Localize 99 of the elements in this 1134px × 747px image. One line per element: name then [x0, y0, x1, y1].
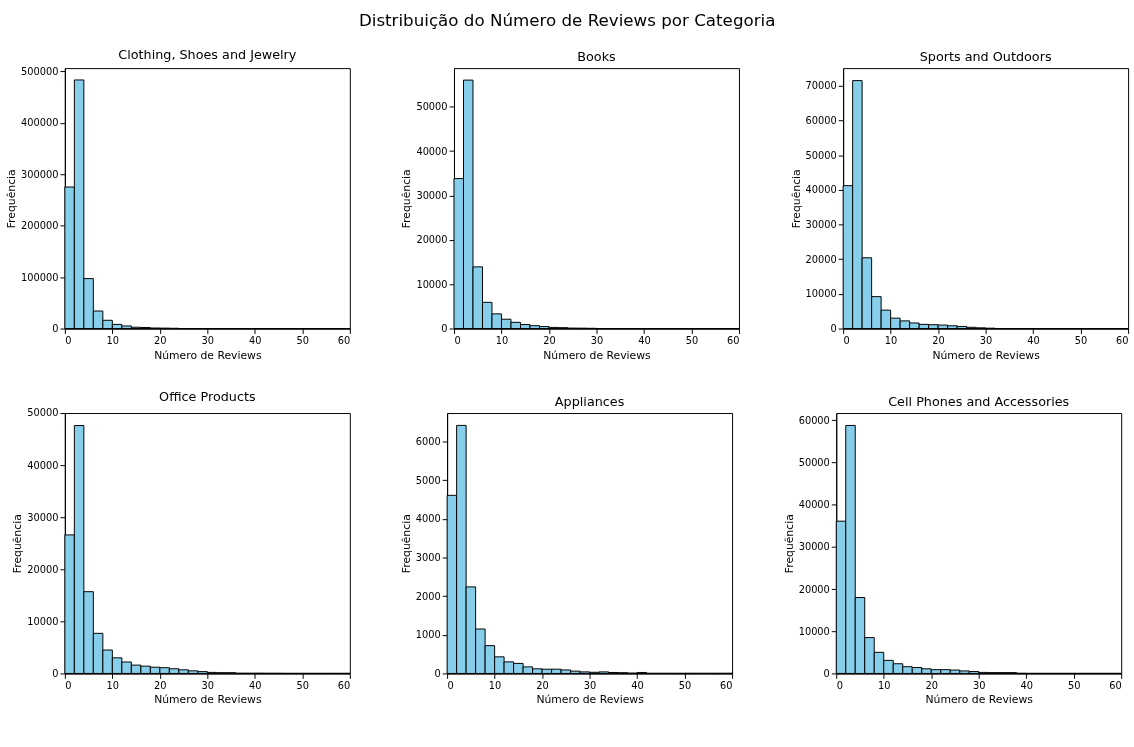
chart-title: Sports and Outdoors [919, 49, 1052, 65]
x-tick-label: 40 [249, 679, 262, 691]
x-tick-label: 10 [877, 679, 891, 691]
x-axis-title: Número de Reviews [154, 693, 262, 707]
y-tick-label: 0 [52, 322, 59, 334]
x-axis-title: Número de Reviews [543, 348, 652, 362]
x-tick-label: 0 [65, 334, 72, 346]
y-tick-label: 30000 [416, 189, 448, 201]
y-tick-label: 200000 [21, 220, 59, 232]
x-tick-label: 50 [1067, 679, 1081, 691]
y-tick-label: 50000 [798, 456, 830, 468]
chart-title: Appliances [554, 394, 625, 410]
x-tick-label: 0 [454, 334, 461, 346]
y-tick-label: 40000 [798, 499, 830, 511]
x-tick-label: 40 [631, 679, 644, 691]
x-tick-label: 40 [249, 334, 262, 346]
x-tick-label: 10 [106, 334, 120, 346]
y-tick-label: 40000 [416, 145, 448, 157]
y-tick-label: 0 [830, 322, 837, 334]
y-tick-label: 60000 [798, 414, 830, 426]
x-tick-label: 0 [65, 679, 72, 691]
x-tick-label: 60 [1116, 334, 1129, 346]
y-axis-title: Frequência [789, 169, 803, 229]
y-tick-label: 50000 [416, 101, 448, 113]
x-tick-label: 30 [201, 334, 215, 346]
y-tick-label: 60000 [805, 114, 837, 126]
x-tick-label: 50 [685, 334, 699, 346]
x-tick-label: 60 [337, 334, 351, 346]
chart-title: Cell Phones and Accessories [888, 394, 1070, 410]
chart-title: Office Products [159, 389, 256, 405]
y-tick-label: 0 [441, 322, 448, 334]
y-tick-label: 6000 [415, 436, 441, 448]
x-axis-title: Número de Reviews [536, 693, 645, 707]
y-axis-title: Frequência [400, 169, 414, 229]
y-tick-label: 40000 [805, 184, 837, 196]
y-tick-label: 4000 [415, 513, 441, 525]
chart-title: Books [577, 49, 617, 65]
y-tick-label: 1000 [415, 629, 441, 641]
y-tick-label: 10000 [416, 278, 448, 290]
x-tick-label: 30 [590, 334, 604, 346]
y-tick-label: 10000 [798, 625, 830, 637]
y-tick-label: 70000 [805, 80, 837, 92]
x-tick-label: 50 [296, 334, 310, 346]
y-tick-label: 40000 [27, 459, 59, 471]
y-tick-label: 5000 [415, 474, 441, 486]
x-tick-label: 30 [583, 679, 597, 691]
x-tick-label: 60 [1109, 679, 1122, 691]
x-tick-label: 50 [1074, 334, 1088, 346]
y-axis-title: Frequência [11, 514, 25, 574]
x-tick-label: 30 [201, 679, 215, 691]
x-axis-title: Número de Reviews [932, 348, 1041, 362]
y-tick-label: 20000 [416, 234, 448, 246]
x-tick-label: 20 [154, 334, 167, 346]
y-axis-title: Frequência [5, 169, 19, 229]
x-tick-label: 50 [296, 679, 310, 691]
y-axis-title: Frequência [782, 514, 796, 574]
x-tick-label: 10 [106, 679, 120, 691]
y-tick-label: 50000 [27, 407, 59, 419]
y-tick-label: 0 [52, 667, 59, 679]
x-tick-label: 60 [720, 679, 733, 691]
y-tick-label: 10000 [805, 288, 837, 300]
y-tick-label: 300000 [21, 168, 59, 180]
y-tick-label: 2000 [415, 590, 441, 602]
x-axis-title: Número de Reviews [925, 693, 1034, 707]
text: Distribuição do Número de Reviews por Categoria [358, 9, 776, 30]
y-tick-label: 30000 [798, 541, 830, 553]
x-tick-label: 10 [884, 334, 898, 346]
x-tick-label: 50 [678, 679, 692, 691]
x-tick-label: 60 [337, 679, 351, 691]
chart-title: Clothing, Shoes and Jewelry [118, 47, 297, 63]
y-tick-label: 3000 [415, 551, 441, 563]
x-axis-title: Número de Reviews [154, 348, 262, 362]
y-tick-label: 100000 [21, 271, 59, 283]
y-tick-label: 10000 [27, 615, 59, 627]
x-tick-label: 20 [543, 334, 556, 346]
x-tick-label: 0 [843, 334, 850, 346]
x-tick-label: 20 [154, 679, 167, 691]
y-axis-title: Frequência [399, 514, 413, 574]
x-tick-label: 10 [488, 679, 502, 691]
y-tick-label: 30000 [27, 511, 59, 523]
y-tick-label: 0 [823, 667, 830, 679]
x-tick-label: 20 [536, 679, 549, 691]
x-tick-label: 40 [1027, 334, 1040, 346]
y-tick-label: 400000 [21, 117, 59, 129]
x-tick-label: 40 [638, 334, 651, 346]
x-tick-label: 30 [979, 334, 993, 346]
x-tick-label: 60 [726, 334, 740, 346]
y-tick-label: 50000 [805, 149, 837, 161]
y-tick-label: 30000 [805, 218, 837, 230]
x-tick-label: 40 [1020, 679, 1033, 691]
y-tick-label: 20000 [805, 253, 837, 265]
y-tick-label: 500000 [21, 65, 59, 77]
y-tick-label: 20000 [27, 563, 59, 575]
x-tick-label: 20 [925, 679, 938, 691]
x-tick-label: 10 [495, 334, 509, 346]
y-tick-label: 20000 [798, 583, 830, 595]
y-tick-label: 0 [434, 667, 441, 679]
x-tick-label: 20 [932, 334, 945, 346]
x-tick-label: 30 [972, 679, 986, 691]
